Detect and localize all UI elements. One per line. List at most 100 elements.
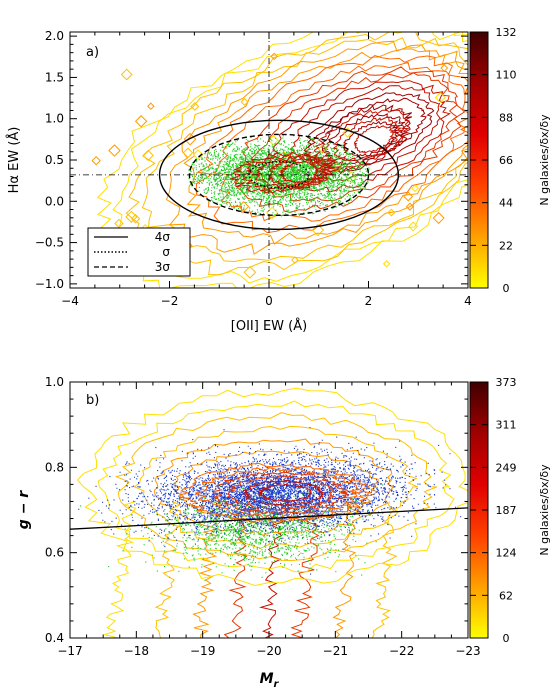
colorbar-tick-label: 44 [499, 197, 513, 210]
contour-line [411, 184, 419, 193]
contour-line [353, 125, 395, 154]
contour-line [240, 97, 249, 106]
colorbar-tick-label: 0 [503, 632, 510, 645]
x-tick-label: 2 [365, 294, 373, 308]
colorbar-tick-label: 0 [503, 282, 510, 295]
contour-line [103, 501, 137, 638]
colorbar-tick-label: 110 [496, 69, 517, 82]
colorbar-ticks: 0 62 124 187 249 311 373 [470, 376, 517, 645]
colorbar: 0 22 44 66 88 110 132 N galaxies/δx/δy [469, 26, 551, 295]
contour-line [108, 144, 121, 157]
contour-line [434, 92, 446, 104]
contour-line [332, 116, 404, 162]
y-axis-title: Hα EW (Å) [6, 127, 22, 194]
legend-entry: σ [94, 245, 170, 259]
y-tick-label: 1.0 [45, 112, 64, 126]
legend-entry: 3σ [94, 260, 170, 274]
x-tick-label: 0 [265, 294, 273, 308]
colorbar-title: N galaxies/δx/δy [538, 464, 551, 556]
legend-label: σ [162, 245, 170, 259]
colorbar-ticks: 0 22 44 66 88 110 132 [470, 26, 517, 295]
colorbar-tick-label: 373 [496, 376, 517, 389]
sigma-ellipses [158, 119, 400, 231]
reference-lines [70, 32, 468, 288]
contour-line [154, 501, 182, 638]
legend-box [87, 227, 191, 277]
contour-line [254, 155, 328, 190]
contour-line [382, 260, 391, 268]
y-tick-label: 0.0 [45, 194, 64, 208]
legend-entry: 4σ [94, 230, 170, 244]
green-points [80, 475, 389, 581]
colorbar-tick-label: 187 [496, 504, 517, 517]
contour-line [321, 97, 427, 162]
contour-line [179, 462, 372, 523]
contour-line [332, 501, 363, 638]
x-tick-label: −17 [57, 644, 82, 658]
legend: 4σ σ 3σ [87, 227, 191, 277]
x-tick-label: −22 [389, 644, 414, 658]
colorbar-tick-label: 62 [499, 589, 513, 602]
contour-line [311, 223, 325, 237]
contour-line [211, 471, 349, 515]
contour-line [440, 64, 449, 73]
contour-line [403, 191, 414, 202]
x-tick-label: 4 [464, 294, 472, 308]
contour-line [290, 501, 322, 638]
contour-line [432, 212, 445, 225]
contour-line [182, 147, 194, 159]
contour-line [213, 61, 468, 222]
colorbar-tick-label: 88 [499, 111, 513, 124]
ellipse-dashed [188, 133, 370, 217]
x-tick-label: −18 [124, 644, 149, 658]
colorbar-tick-label: 124 [496, 547, 517, 560]
legend-label: 3σ [155, 260, 171, 274]
contour-line [234, 66, 466, 213]
contour-line [317, 144, 328, 154]
contour-line [223, 501, 254, 638]
contour-line [190, 102, 200, 111]
y-tick-label: 0.4 [45, 631, 64, 645]
contour-line [241, 479, 325, 507]
contour-line [387, 208, 396, 217]
panel-a: −4 −2 0 2 4 −1.0 −0.5 0.0 0.5 1.0 1.5 2.0 a) [OII] … [6, 26, 551, 334]
colorbar-title: N galaxies/δx/δy [538, 114, 551, 206]
y-tick-label: 2.0 [45, 29, 64, 43]
contour-line [114, 218, 124, 229]
contour-line [142, 149, 154, 162]
contour-line [153, 438, 395, 536]
contour-line [270, 52, 278, 61]
contour-line [183, 48, 468, 245]
colorbar-tick-label: 249 [496, 461, 517, 474]
y-tick-label: 0.5 [45, 153, 64, 167]
contour-line [291, 256, 299, 264]
axes: −17 −18 −19 −20 −21 −22 −23 0.4 0.6 0.8 1.0 [45, 375, 481, 658]
contour-line [268, 158, 327, 187]
x-tick-label: −20 [256, 644, 281, 658]
contour-line [371, 501, 400, 638]
x-tick-label: −21 [323, 644, 348, 658]
colorbar: 0 62 124 187 249 311 373 N galaxies/δx/δy [469, 376, 551, 645]
x-axis-title: [OII] EW (Å) [231, 318, 307, 334]
contour-line [147, 102, 155, 111]
contour-line [226, 475, 335, 511]
divider-line-segment [70, 507, 468, 530]
contour-line [133, 425, 419, 549]
colorbar-tick-label: 66 [499, 154, 513, 167]
x-tick-label: −23 [455, 644, 480, 658]
y-tick-label: −0.5 [35, 236, 64, 250]
colorbar-tick-label: 22 [499, 239, 513, 252]
contour-line [114, 412, 438, 562]
colorbar-tick-label: 132 [496, 26, 517, 39]
legend-label: 4σ [155, 230, 171, 244]
contour-line [265, 206, 279, 219]
contour-line [130, 214, 141, 224]
divider-line [70, 507, 468, 530]
contour-line [91, 156, 101, 166]
y-tick-label: 0.8 [45, 460, 64, 474]
y-tick-label: 1.5 [45, 70, 64, 84]
y-tick-label: −1.0 [35, 277, 64, 291]
axes: −4 −2 0 2 4 −1.0 −0.5 0.0 0.5 1.0 1.5 2.0 [35, 29, 472, 308]
y-tick-label: 0.6 [45, 546, 64, 560]
